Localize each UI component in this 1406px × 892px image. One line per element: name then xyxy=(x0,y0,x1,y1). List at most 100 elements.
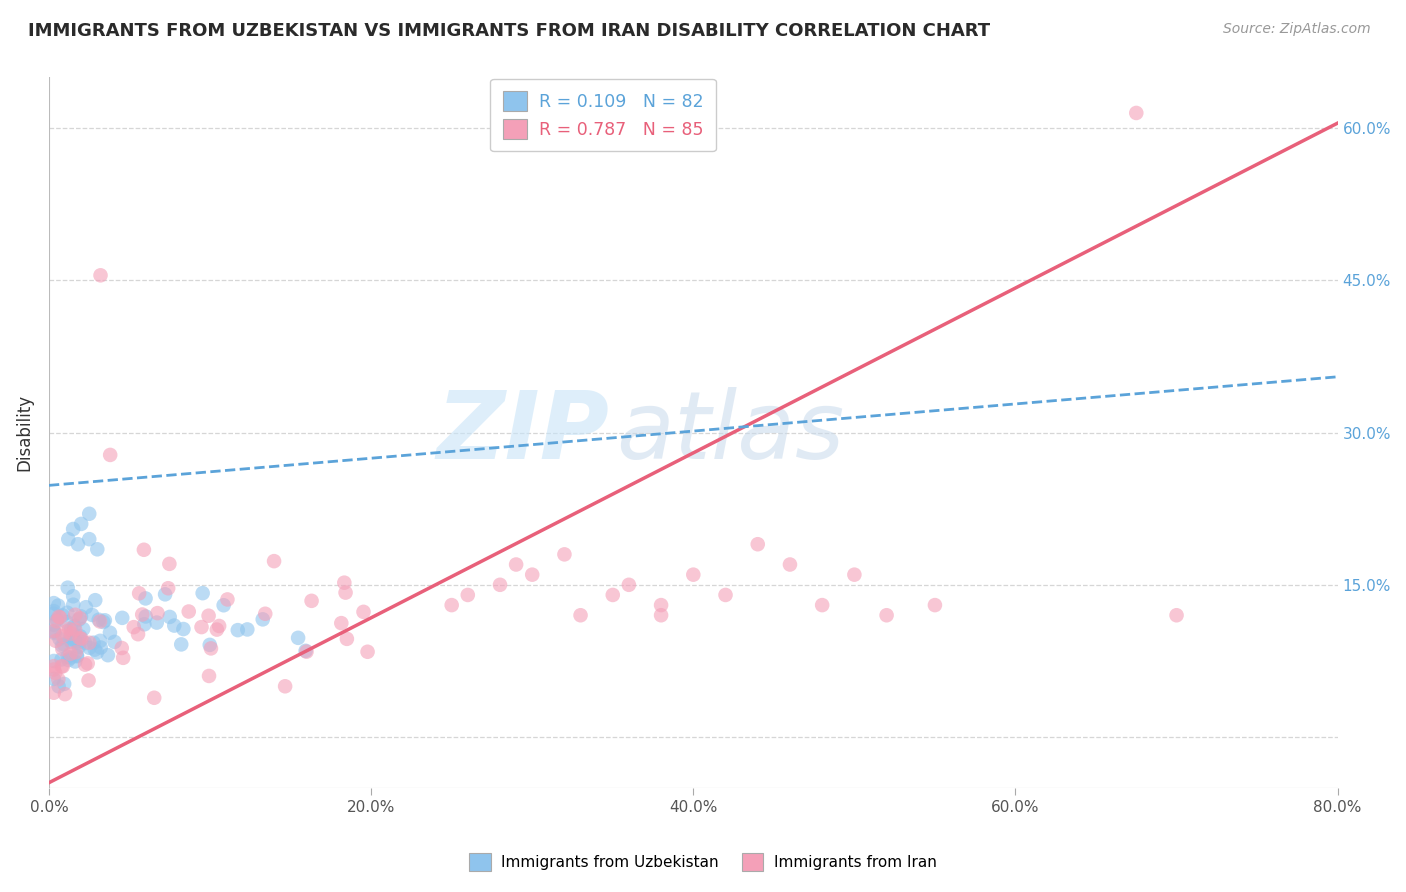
Point xyxy=(62,589,84,603)
Point xyxy=(62,598,84,612)
Point xyxy=(294,644,316,658)
Point xyxy=(335,585,357,599)
Text: atlas: atlas xyxy=(616,387,844,478)
Point xyxy=(457,588,479,602)
Point xyxy=(274,679,297,693)
Point xyxy=(650,598,672,612)
Point xyxy=(65,645,87,659)
Text: IMMIGRANTS FROM UZBEKISTAN VS IMMIGRANTS FROM IRAN DISABILITY CORRELATION CHART: IMMIGRANTS FROM UZBEKISTAN VS IMMIGRANTS… xyxy=(28,22,990,40)
Point xyxy=(190,620,212,634)
Point xyxy=(56,649,79,664)
Point xyxy=(617,578,640,592)
Point xyxy=(97,648,120,663)
Point xyxy=(157,581,180,595)
Point xyxy=(295,645,318,659)
Point xyxy=(48,679,70,693)
Point xyxy=(177,605,200,619)
Point xyxy=(254,607,277,621)
Point xyxy=(77,532,100,546)
Point xyxy=(200,641,222,656)
Point xyxy=(51,639,73,653)
Point xyxy=(66,537,89,551)
Point xyxy=(82,607,104,622)
Point xyxy=(90,640,112,655)
Point xyxy=(127,627,149,641)
Point xyxy=(58,622,80,636)
Point xyxy=(60,626,83,640)
Point xyxy=(86,645,108,659)
Point xyxy=(58,653,80,667)
Point xyxy=(714,588,737,602)
Text: ZIP: ZIP xyxy=(437,386,610,479)
Point xyxy=(79,640,101,655)
Point xyxy=(84,593,107,607)
Point xyxy=(45,615,67,629)
Point xyxy=(353,605,375,619)
Point xyxy=(76,657,98,671)
Point xyxy=(42,686,65,700)
Point xyxy=(263,554,285,568)
Point xyxy=(111,611,134,625)
Point xyxy=(55,615,77,629)
Point xyxy=(56,581,79,595)
Point xyxy=(1166,608,1188,623)
Point xyxy=(217,592,239,607)
Point xyxy=(94,613,117,627)
Point xyxy=(46,613,69,627)
Point xyxy=(48,673,70,687)
Point xyxy=(153,587,176,601)
Point xyxy=(87,613,110,627)
Point xyxy=(89,633,111,648)
Point xyxy=(143,690,166,705)
Point xyxy=(62,522,84,536)
Point xyxy=(128,586,150,600)
Legend: R = 0.109   N = 82, R = 0.787   N = 85: R = 0.109 N = 82, R = 0.787 N = 85 xyxy=(491,79,716,152)
Point xyxy=(145,615,167,630)
Point xyxy=(135,591,157,606)
Point xyxy=(650,608,672,623)
Point xyxy=(59,650,82,665)
Point xyxy=(67,635,90,649)
Point xyxy=(70,516,93,531)
Point xyxy=(67,613,90,627)
Point xyxy=(51,642,73,657)
Point xyxy=(103,635,125,649)
Point xyxy=(779,558,801,572)
Point xyxy=(79,636,101,650)
Point xyxy=(197,608,219,623)
Point xyxy=(252,612,274,626)
Point xyxy=(53,677,76,691)
Point xyxy=(42,624,65,638)
Point xyxy=(46,599,69,613)
Point xyxy=(42,617,65,632)
Point xyxy=(63,623,86,637)
Point xyxy=(58,532,80,546)
Point xyxy=(1125,106,1147,120)
Point xyxy=(553,547,575,561)
Point xyxy=(98,448,121,462)
Point xyxy=(45,633,67,648)
Point xyxy=(42,596,65,610)
Point xyxy=(48,610,70,624)
Point xyxy=(69,629,91,643)
Point xyxy=(131,607,153,622)
Point xyxy=(77,673,100,688)
Point xyxy=(602,588,624,602)
Point xyxy=(89,268,111,283)
Point xyxy=(67,631,90,645)
Point xyxy=(336,632,359,646)
Point xyxy=(52,608,75,623)
Point xyxy=(522,567,544,582)
Point xyxy=(146,606,169,620)
Point xyxy=(135,609,157,624)
Y-axis label: Disability: Disability xyxy=(15,394,32,471)
Legend: Immigrants from Uzbekistan, Immigrants from Iran: Immigrants from Uzbekistan, Immigrants f… xyxy=(463,847,943,877)
Point xyxy=(63,655,86,669)
Point xyxy=(42,624,65,639)
Point xyxy=(62,632,84,646)
Point xyxy=(226,623,249,637)
Point xyxy=(65,607,87,622)
Point xyxy=(89,615,111,629)
Point xyxy=(93,615,115,629)
Point xyxy=(191,586,214,600)
